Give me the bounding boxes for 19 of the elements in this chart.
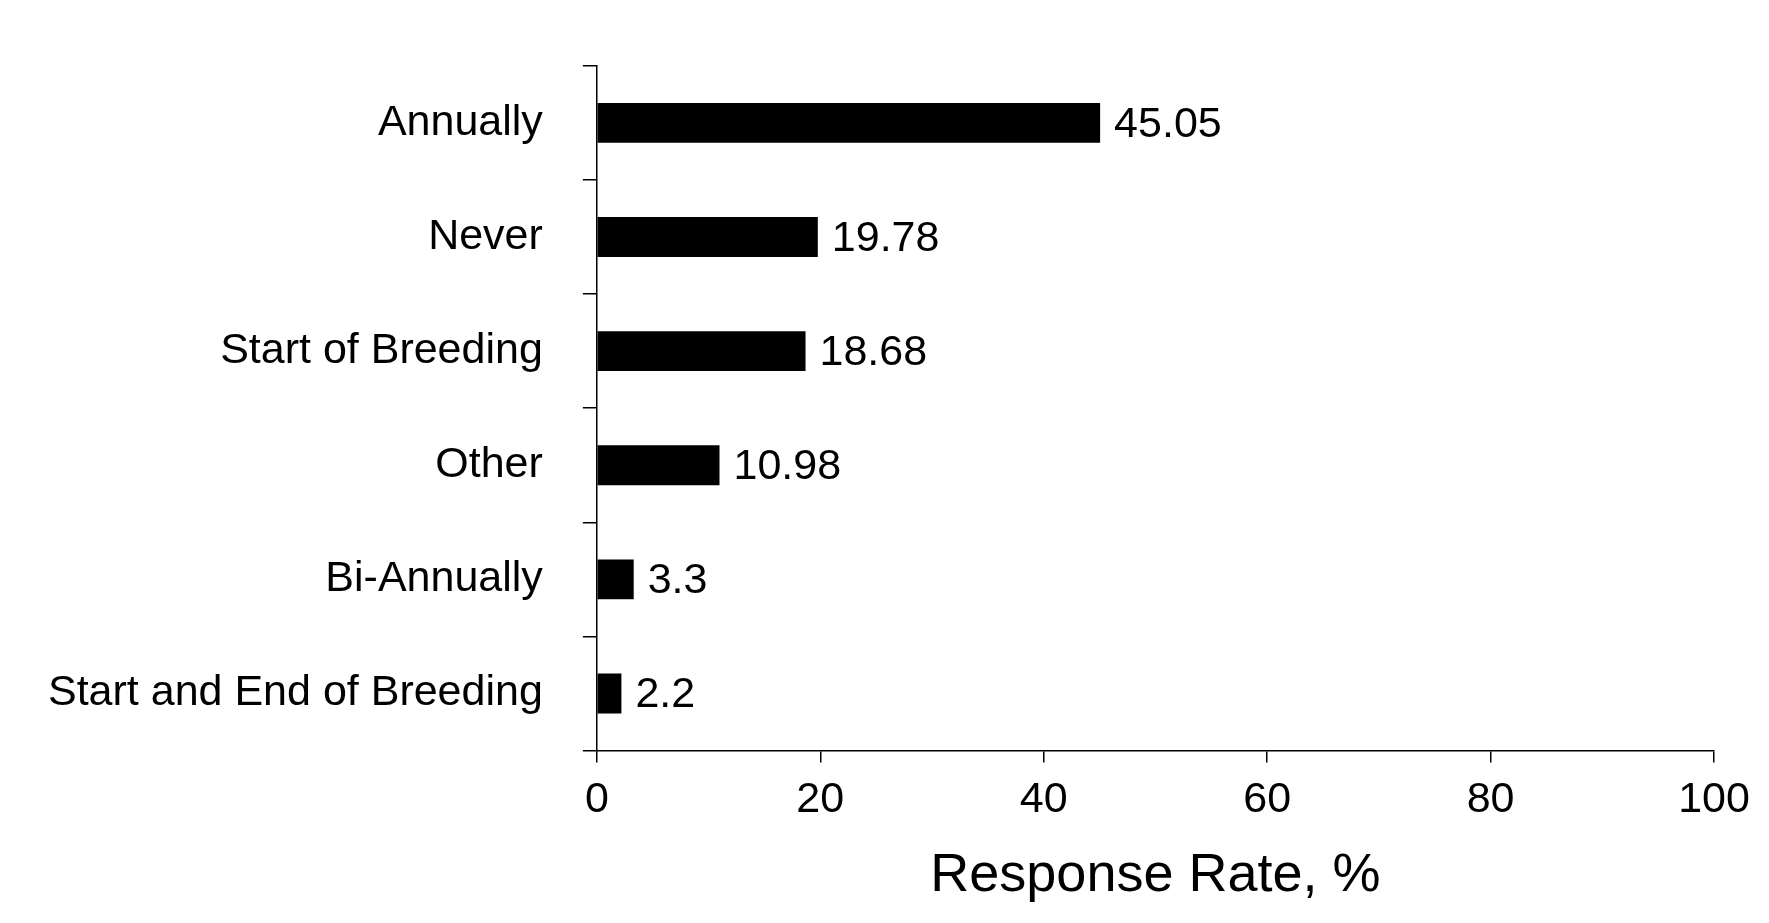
x-tick-label: 80: [1466, 773, 1515, 822]
x-tick-label: 100: [1678, 773, 1750, 822]
x-tick-label: 20: [796, 773, 845, 822]
data-label: 18.68: [819, 325, 928, 374]
data-label: 19.78: [831, 211, 940, 260]
data-label: 2.2: [635, 668, 696, 717]
x-tick-label: 40: [1019, 773, 1068, 822]
y-tick-label: Other: [435, 438, 543, 487]
y-tick-label: Annually: [377, 95, 544, 144]
data-label: 10.98: [733, 440, 842, 489]
y-tick-label: Never: [428, 209, 543, 258]
x-tick-label: 60: [1243, 773, 1292, 822]
y-tick-label: Start and End of Breeding: [47, 666, 543, 715]
data-label: 45.05: [1114, 97, 1222, 146]
y-tick-label: Start of Breeding: [220, 323, 543, 372]
x-axis-title: Response Rate, %: [930, 842, 1381, 903]
y-tick-label: Bi-Annually: [325, 552, 544, 601]
x-tick-label: 0: [584, 773, 609, 822]
data-label: 3.3: [647, 554, 708, 603]
